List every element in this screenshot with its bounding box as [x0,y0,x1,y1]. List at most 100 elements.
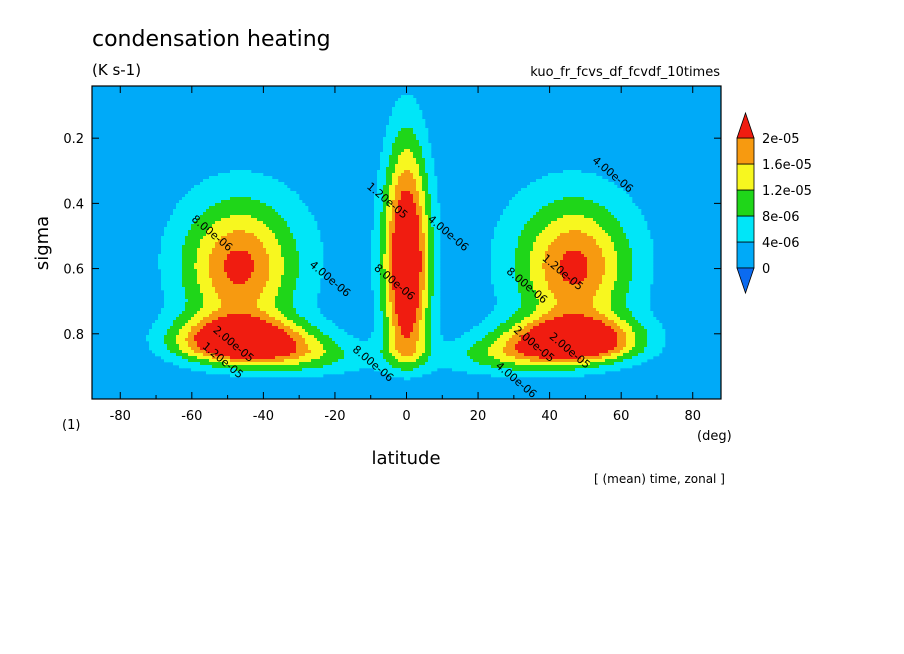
contour-cell [635,221,639,225]
contour-cell [272,263,276,267]
contour-cell [641,218,645,222]
contour-cell [419,110,423,114]
contour-cell [179,218,183,222]
contour-cell [248,188,252,192]
contour-cell [566,200,570,204]
contour-cell [239,257,243,261]
contour-cell [227,233,231,237]
contour-cell [284,278,288,282]
contour-cell [569,242,573,246]
contour-cell [434,266,438,270]
contour-cell [221,212,225,216]
contour-cell [578,251,582,255]
contour-cell [182,272,186,276]
contour-cell [644,221,648,225]
contour-cell [395,194,399,198]
contour-cell [536,194,540,198]
contour-cell [518,197,522,201]
contour-cell [371,230,375,234]
contour-cell [416,233,420,237]
contour-cell [194,200,198,204]
contour-cell [545,257,549,261]
contour-cell [233,257,237,261]
contour-cell [569,263,573,267]
contour-cell [407,221,411,225]
contour-cell [434,272,438,276]
contour-cell [374,290,378,294]
contour-cell [242,209,246,213]
contour-cell [560,260,564,264]
contour-cell [203,233,207,237]
contour-cell [308,263,312,267]
contour-cell [554,221,558,225]
contour-cell [425,182,429,186]
contour-cell [383,164,387,168]
contour-cell [518,272,522,276]
contour-cell [566,206,570,210]
contour-cell [593,263,597,267]
contour-cell [161,269,165,273]
contour-cell [389,224,393,228]
contour-cell [167,251,171,255]
contour-cell [413,221,417,225]
contour-cell [269,251,273,255]
contour-cell [287,209,291,213]
contour-cell [569,266,573,270]
contour-cell [248,275,252,279]
contour-cell [242,257,246,261]
contour-cell [248,218,252,222]
contour-cell [248,215,252,219]
contour-cell [635,248,639,252]
contour-cell [539,179,543,183]
contour-cell [434,257,438,261]
contour-cell [569,224,573,228]
contour-cell [590,251,594,255]
contour-cell [416,197,420,201]
contour-cell [524,284,528,288]
contour-cell [206,224,210,228]
contour-cell [419,140,423,144]
contour-cell [389,152,393,156]
contour-cell [605,206,609,210]
contour-cell [425,134,429,138]
contour-cell [281,182,285,186]
contour-cell [419,203,423,207]
contour-cell [581,185,585,189]
contour-cell [236,269,240,273]
contour-cell [161,257,165,261]
contour-cell [239,203,243,207]
contour-cell [227,200,231,204]
contour-cell [191,257,195,261]
contour-cell [260,290,264,294]
contour-cell [233,194,237,198]
contour-cell [305,266,309,270]
contour-cell [515,230,519,234]
contour-cell [284,254,288,258]
contour-cell [188,197,192,201]
contour-cell [287,260,291,264]
contour-cell [596,218,600,222]
contour-cell [308,257,312,261]
contour-cell [377,170,381,174]
contour-cell [386,149,390,153]
contour-cell [161,281,165,285]
contour-cell [221,185,225,189]
contour-cell [257,293,261,297]
contour-cell [266,281,270,285]
contour-cell [599,233,603,237]
contour-cell [233,254,237,258]
contour-cell [410,167,414,171]
contour-cell [383,290,387,294]
contour-cell [272,230,276,234]
contour-cell [602,194,606,198]
contour-cell [560,290,564,294]
contour-cell [614,215,618,219]
contour-cell [245,263,249,267]
contour-cell [620,194,624,198]
contour-cell [551,230,555,234]
contour-cell [230,251,234,255]
contour-cell [416,143,420,147]
contour-cell [188,287,192,291]
contour-cell [398,143,402,147]
contour-cell [206,182,210,186]
